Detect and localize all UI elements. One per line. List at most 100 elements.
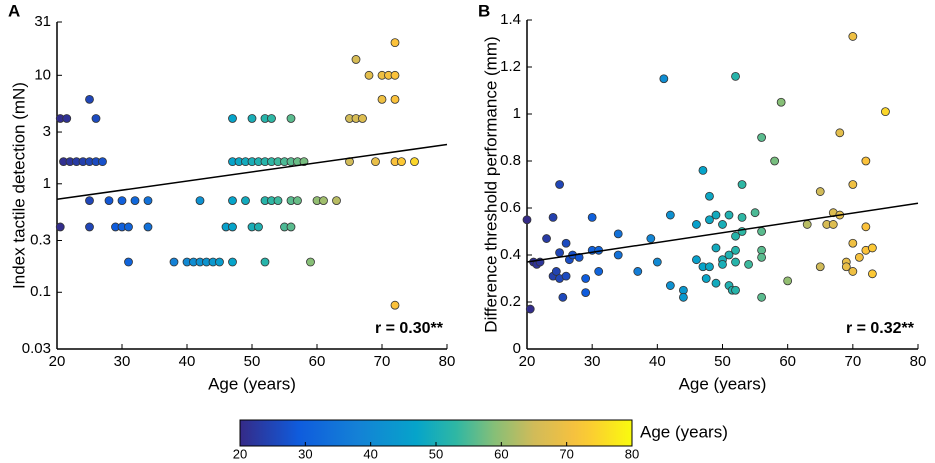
point <box>679 292 688 302</box>
point <box>228 257 237 267</box>
colorbar-tick-label: 30 <box>298 446 312 461</box>
point <box>85 196 94 205</box>
colorbar-tick-label: 80 <box>625 446 639 461</box>
point <box>551 267 561 276</box>
point <box>574 252 584 262</box>
y-tick-label: 31 <box>34 13 51 30</box>
point <box>351 55 361 64</box>
x-axis-label: Age (years) <box>208 374 296 393</box>
y-tick-label: 1.2 <box>500 58 521 75</box>
point <box>705 215 714 225</box>
point <box>705 191 714 201</box>
point <box>555 248 564 258</box>
x-tick-label: 80 <box>439 353 456 370</box>
y-tick-label: 0.1 <box>30 283 51 300</box>
y-tick-label: 0.03 <box>22 340 51 357</box>
point <box>613 229 623 239</box>
point <box>750 208 760 218</box>
point <box>542 234 551 243</box>
point <box>867 243 877 253</box>
x-tick-label: 60 <box>779 353 796 370</box>
point <box>364 70 374 80</box>
point <box>104 196 114 205</box>
x-tick-label: 70 <box>844 353 861 370</box>
point <box>854 252 864 262</box>
point <box>358 114 367 123</box>
point <box>62 114 72 123</box>
point <box>267 114 276 123</box>
x-tick-label: 20 <box>49 353 66 370</box>
point <box>692 255 701 265</box>
point <box>665 281 675 290</box>
x-tick-label: 50 <box>244 353 261 370</box>
point <box>548 212 558 222</box>
point <box>802 220 812 229</box>
y-tick-label: 0.2 <box>500 293 521 310</box>
point <box>377 94 387 104</box>
point <box>613 250 623 260</box>
y-tick-label: 1 <box>43 175 51 192</box>
x-tick-label: 20 <box>519 353 536 370</box>
point <box>711 243 721 253</box>
point <box>228 196 237 205</box>
point <box>260 257 270 267</box>
point <box>861 156 871 166</box>
y-tick-label: 1.4 <box>500 11 521 28</box>
point <box>293 196 302 205</box>
point <box>273 196 283 205</box>
point <box>757 227 766 236</box>
panel-label: B <box>478 1 490 20</box>
point <box>815 262 825 272</box>
point <box>737 180 747 189</box>
point <box>724 210 734 220</box>
point <box>410 157 419 167</box>
point <box>757 292 766 302</box>
y-tick-label: 0.4 <box>500 246 521 263</box>
point <box>561 271 571 281</box>
y-tick-label: 0.8 <box>500 152 521 169</box>
point <box>525 304 535 314</box>
point <box>55 222 65 232</box>
point <box>646 234 656 243</box>
point <box>215 257 224 267</box>
point <box>558 292 568 302</box>
colorbar-tick-label: 20 <box>233 446 247 461</box>
point <box>633 267 643 276</box>
point <box>397 157 406 167</box>
point <box>737 212 747 222</box>
point <box>652 257 662 267</box>
annotation: r = 0.30** <box>375 320 444 337</box>
point <box>744 259 753 269</box>
point <box>861 222 871 232</box>
y-tick-label: 0.6 <box>500 199 521 216</box>
x-tick-label: 60 <box>309 353 326 370</box>
fit-line <box>56 143 448 201</box>
colorbar-tick-label: 40 <box>363 446 377 461</box>
point <box>169 257 179 267</box>
y-tick-label: 3 <box>43 123 51 140</box>
point <box>561 238 571 248</box>
point <box>228 114 237 123</box>
point <box>776 97 786 107</box>
point <box>390 300 400 310</box>
point <box>130 196 140 205</box>
point <box>848 238 858 248</box>
point <box>390 70 400 80</box>
x-axis-label: Age (years) <box>679 374 767 393</box>
point <box>319 196 328 205</box>
point <box>848 32 858 41</box>
point <box>306 257 315 267</box>
point <box>711 278 721 288</box>
point <box>757 133 766 142</box>
point <box>731 72 740 81</box>
point <box>581 288 591 298</box>
point <box>555 180 564 189</box>
point <box>757 252 766 262</box>
point <box>143 222 153 232</box>
y-tick-label: 10 <box>34 66 51 83</box>
point <box>286 114 296 123</box>
point <box>195 196 205 205</box>
x-tick-label: 30 <box>584 353 601 370</box>
point <box>594 267 604 276</box>
